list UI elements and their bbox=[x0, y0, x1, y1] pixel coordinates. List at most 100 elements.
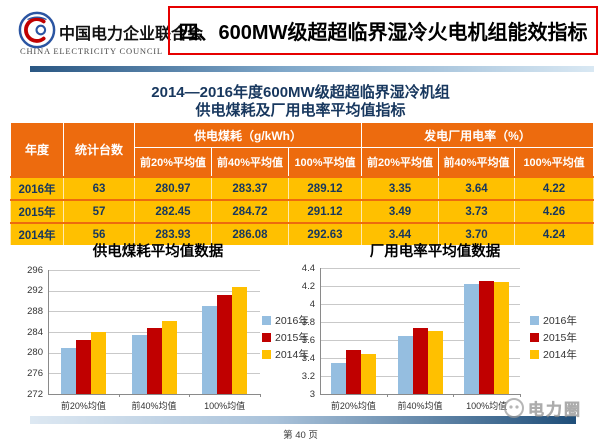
bar-2015年 bbox=[479, 280, 495, 394]
cell-units: 57 bbox=[63, 200, 135, 223]
legend-swatch-icon bbox=[530, 332, 539, 342]
bar-2015年 bbox=[146, 328, 162, 394]
slide-title-box: 四、600MW级超超临界湿冷火电机组能效指标 bbox=[168, 6, 598, 55]
col-header-year: 年度 bbox=[10, 122, 64, 178]
legend-swatch-icon bbox=[530, 349, 539, 359]
bar-2014年 bbox=[427, 331, 443, 394]
watermark: 电力圈 bbox=[503, 396, 582, 420]
cell-value: 4.22 bbox=[514, 177, 595, 200]
legend-item-2016年: 2016年 bbox=[262, 314, 309, 327]
table-row: 2014年 56 283.93 286.08 292.63 3.44 3.70 … bbox=[10, 223, 595, 245]
legend-label: 2014年 bbox=[543, 348, 577, 361]
col-group-power: 发电厂用电率（%） bbox=[361, 122, 595, 148]
table-title-line1: 2014—2016年度600MW级超超临界湿冷机组 bbox=[151, 84, 450, 101]
y-axis-tick-label: 276 bbox=[27, 367, 43, 379]
y-axis-line bbox=[48, 270, 49, 394]
org-name-cn: 中国电力企业联合会 bbox=[59, 26, 204, 43]
x-axis-tick bbox=[118, 394, 120, 397]
cell-value: 282.45 bbox=[134, 200, 212, 223]
cell-year: 2014年 bbox=[10, 223, 64, 245]
y-axis-tick-label: 284 bbox=[27, 326, 43, 338]
table-row: 2016年 63 280.97 283.37 289.12 3.35 3.64 … bbox=[10, 177, 595, 200]
footer-divider-bar bbox=[30, 416, 576, 424]
y-axis-tick-label: 4.2 bbox=[301, 280, 315, 292]
x-axis-tick bbox=[520, 394, 521, 397]
bar-2016年 bbox=[464, 284, 480, 394]
legend-label: 2015年 bbox=[275, 331, 309, 344]
cell-value: 4.26 bbox=[514, 200, 595, 223]
y-axis-tick-label: 288 bbox=[27, 305, 43, 317]
cell-units: 63 bbox=[63, 177, 135, 200]
y-axis-tick-label: 292 bbox=[27, 285, 43, 297]
bar-2014年 bbox=[360, 354, 376, 394]
gridline bbox=[48, 311, 260, 313]
cec-logo-icon bbox=[18, 11, 56, 49]
x-axis-category-label: 100%均值 bbox=[466, 401, 508, 411]
bar-2014年 bbox=[90, 332, 106, 394]
y-axis-tick-label: 3 bbox=[309, 388, 315, 400]
gridline bbox=[320, 304, 520, 305]
col-header-units: 统计台数 bbox=[63, 122, 135, 178]
col-subheader: 前20%平均值 bbox=[361, 147, 440, 178]
legend-label: 2015年 bbox=[543, 331, 577, 344]
y-axis-tick-label: 4 bbox=[309, 298, 315, 310]
legend-item-2016年: 2016年 bbox=[530, 314, 577, 327]
cell-value: 284.72 bbox=[211, 200, 289, 223]
watermark-text: 电力圈 bbox=[528, 402, 583, 420]
chart-title: 厂用电率平均值数据 bbox=[369, 244, 501, 260]
cell-value: 4.24 bbox=[514, 223, 595, 245]
y-axis-tick-label: 296 bbox=[27, 264, 43, 276]
col-subheader: 100%平均值 bbox=[287, 147, 363, 178]
legend-item-2015年: 2015年 bbox=[262, 331, 309, 344]
col-subheader: 前40%平均值 bbox=[211, 147, 289, 178]
col-subheader: 100%平均值 bbox=[514, 147, 595, 178]
bar-2016年 bbox=[131, 335, 147, 394]
legend-item-2015年: 2015年 bbox=[530, 331, 577, 344]
y-axis-tick-label: 3.8 bbox=[301, 316, 315, 328]
x-axis-category-label: 100%均值 bbox=[204, 401, 246, 411]
bar-2016年 bbox=[60, 347, 76, 394]
x-axis-tick bbox=[260, 394, 261, 397]
bar-2015年 bbox=[412, 328, 428, 394]
x-axis-category-label: 前20%均值 bbox=[60, 401, 106, 411]
legend-item-2014年: 2014年 bbox=[530, 348, 577, 361]
x-axis-category-label: 前20%均值 bbox=[330, 401, 376, 411]
x-axis-tick bbox=[386, 394, 388, 397]
table-title: 2014—2016年度600MW级超超临界湿冷机组 供电煤耗及厂用电率平均值指标 bbox=[0, 84, 601, 120]
bar-2016年 bbox=[202, 305, 218, 394]
x-axis-tick bbox=[189, 394, 191, 397]
col-subheader: 前20%平均值 bbox=[134, 147, 212, 178]
bar-2015年 bbox=[345, 349, 361, 394]
table-row: 2015年 57 282.45 284.72 291.12 3.49 3.73 … bbox=[10, 200, 595, 223]
gridline bbox=[48, 270, 260, 271]
cell-value: 3.70 bbox=[438, 223, 516, 245]
col-subheader: 前40%平均值 bbox=[438, 147, 516, 178]
cell-value: 286.08 bbox=[211, 223, 289, 245]
gridline bbox=[320, 268, 520, 269]
watermark-circle-icon bbox=[504, 398, 524, 418]
cell-value: 3.35 bbox=[361, 177, 440, 200]
legend-swatch-icon bbox=[262, 349, 271, 359]
legend-swatch-icon bbox=[262, 332, 271, 342]
org-name-en: CHINA ELECTRICITY COUNCIL bbox=[20, 46, 163, 56]
y-axis-tick-label: 4.4 bbox=[301, 262, 315, 274]
cell-value: 3.64 bbox=[438, 177, 516, 200]
y-axis-tick-label: 3.2 bbox=[301, 370, 315, 382]
y-axis-tick-label: 3.6 bbox=[301, 334, 315, 346]
x-axis-category-label: 前40%均值 bbox=[397, 401, 443, 411]
x-axis-tick bbox=[453, 394, 455, 397]
coal-consumption-chart: 供电煤耗平均值数据 296 292 288 284 280 276 272 前20%均值 前40… bbox=[8, 236, 309, 422]
bar-2016年 bbox=[397, 336, 413, 394]
legend-swatch-icon bbox=[262, 315, 271, 325]
bar-2014年 bbox=[494, 282, 510, 394]
legend-label: 2016年 bbox=[275, 314, 309, 327]
bar-2016年 bbox=[330, 362, 346, 394]
col-group-coal: 供电煤耗（g/kWh） bbox=[133, 122, 363, 148]
y-axis-tick-label: 280 bbox=[27, 347, 43, 359]
chart-title: 供电煤耗平均值数据 bbox=[92, 244, 224, 260]
legend-label: 2014年 bbox=[275, 348, 309, 361]
cell-year: 2015年 bbox=[10, 200, 64, 223]
y-axis-line bbox=[320, 268, 321, 394]
header-divider-bar bbox=[30, 66, 594, 72]
